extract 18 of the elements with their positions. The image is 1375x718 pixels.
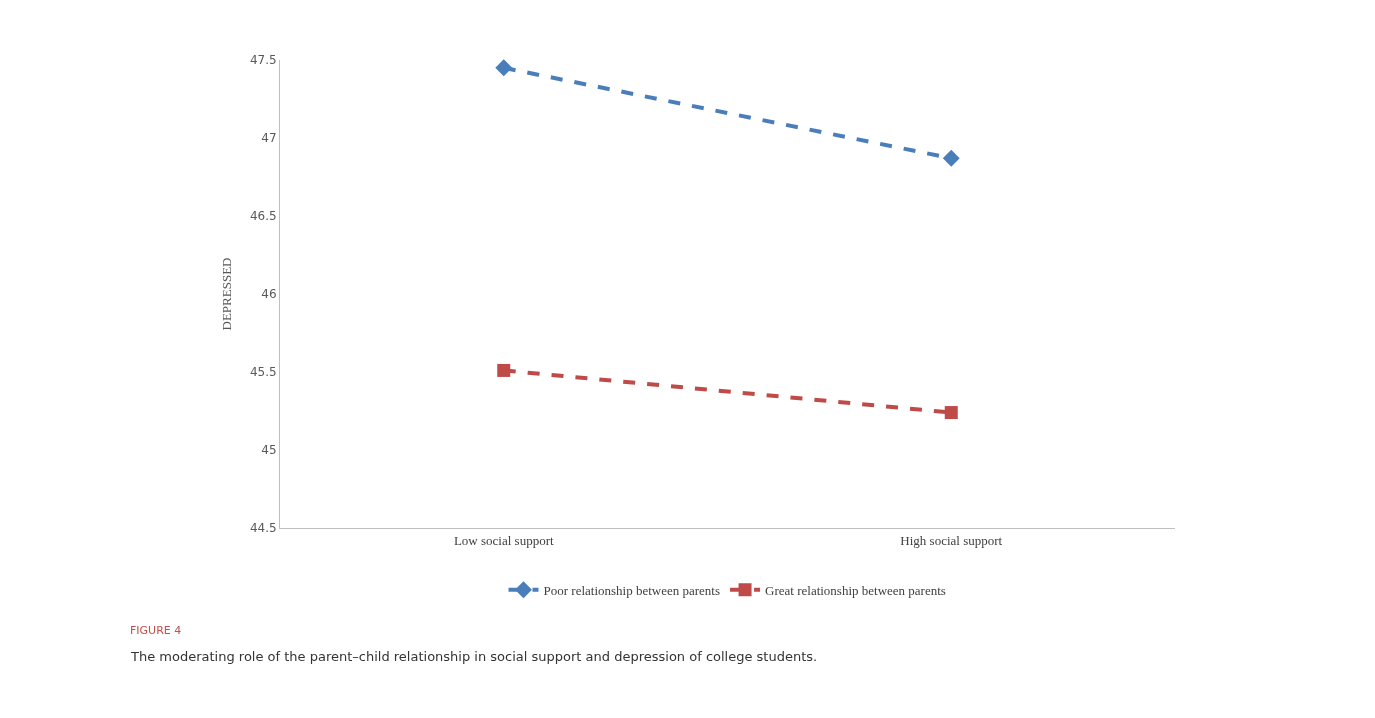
- y-tick-label: 45.5: [249, 365, 277, 380]
- point: [944, 406, 958, 420]
- y-tick-label: 47: [261, 131, 277, 146]
- y-tick-label: 46.5: [249, 209, 277, 224]
- legend-label: Great relationship between parents: [765, 582, 946, 598]
- y-tick-label: 46: [261, 287, 277, 302]
- x-tick-label: High social support: [900, 532, 1003, 548]
- y-tick-label: 45: [261, 443, 277, 458]
- point: [497, 363, 511, 377]
- point: [942, 149, 960, 167]
- caption: FIGURE 4: [130, 624, 182, 637]
- x-tick-label: Low social support: [453, 532, 554, 548]
- y-tick-label: 47.5: [249, 53, 277, 68]
- text: The moderating role of the parent–child relationship in social support and depression of college students.: [130, 649, 818, 664]
- y-axis-title: DEPRESSED: [218, 257, 234, 331]
- legend-label: Poor relationship between parents: [543, 582, 721, 598]
- y-tick-label: 44.5: [249, 521, 277, 536]
- point: [495, 59, 513, 77]
